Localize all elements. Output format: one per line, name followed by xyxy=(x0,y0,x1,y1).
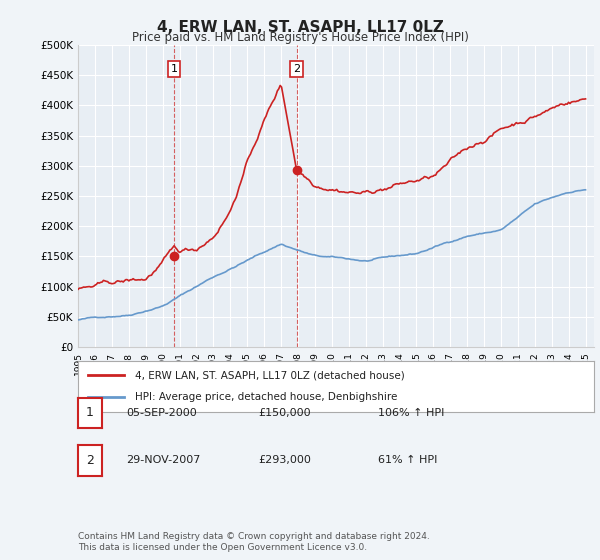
Text: 106% ↑ HPI: 106% ↑ HPI xyxy=(378,408,445,418)
Text: 4, ERW LAN, ST. ASAPH, LL17 0LZ: 4, ERW LAN, ST. ASAPH, LL17 0LZ xyxy=(157,20,443,35)
Text: 4, ERW LAN, ST. ASAPH, LL17 0LZ (detached house): 4, ERW LAN, ST. ASAPH, LL17 0LZ (detache… xyxy=(135,370,404,380)
Text: 1: 1 xyxy=(86,407,94,419)
Text: 2: 2 xyxy=(86,454,94,467)
Text: 29-NOV-2007: 29-NOV-2007 xyxy=(126,455,200,465)
Text: 61% ↑ HPI: 61% ↑ HPI xyxy=(378,455,437,465)
Text: 1: 1 xyxy=(170,64,178,74)
Text: £150,000: £150,000 xyxy=(258,408,311,418)
Text: HPI: Average price, detached house, Denbighshire: HPI: Average price, detached house, Denb… xyxy=(135,393,397,403)
Text: Contains HM Land Registry data © Crown copyright and database right 2024.
This d: Contains HM Land Registry data © Crown c… xyxy=(78,532,430,552)
Text: Price paid vs. HM Land Registry's House Price Index (HPI): Price paid vs. HM Land Registry's House … xyxy=(131,31,469,44)
Text: £293,000: £293,000 xyxy=(258,455,311,465)
Text: 2: 2 xyxy=(293,64,300,74)
Text: 05-SEP-2000: 05-SEP-2000 xyxy=(126,408,197,418)
